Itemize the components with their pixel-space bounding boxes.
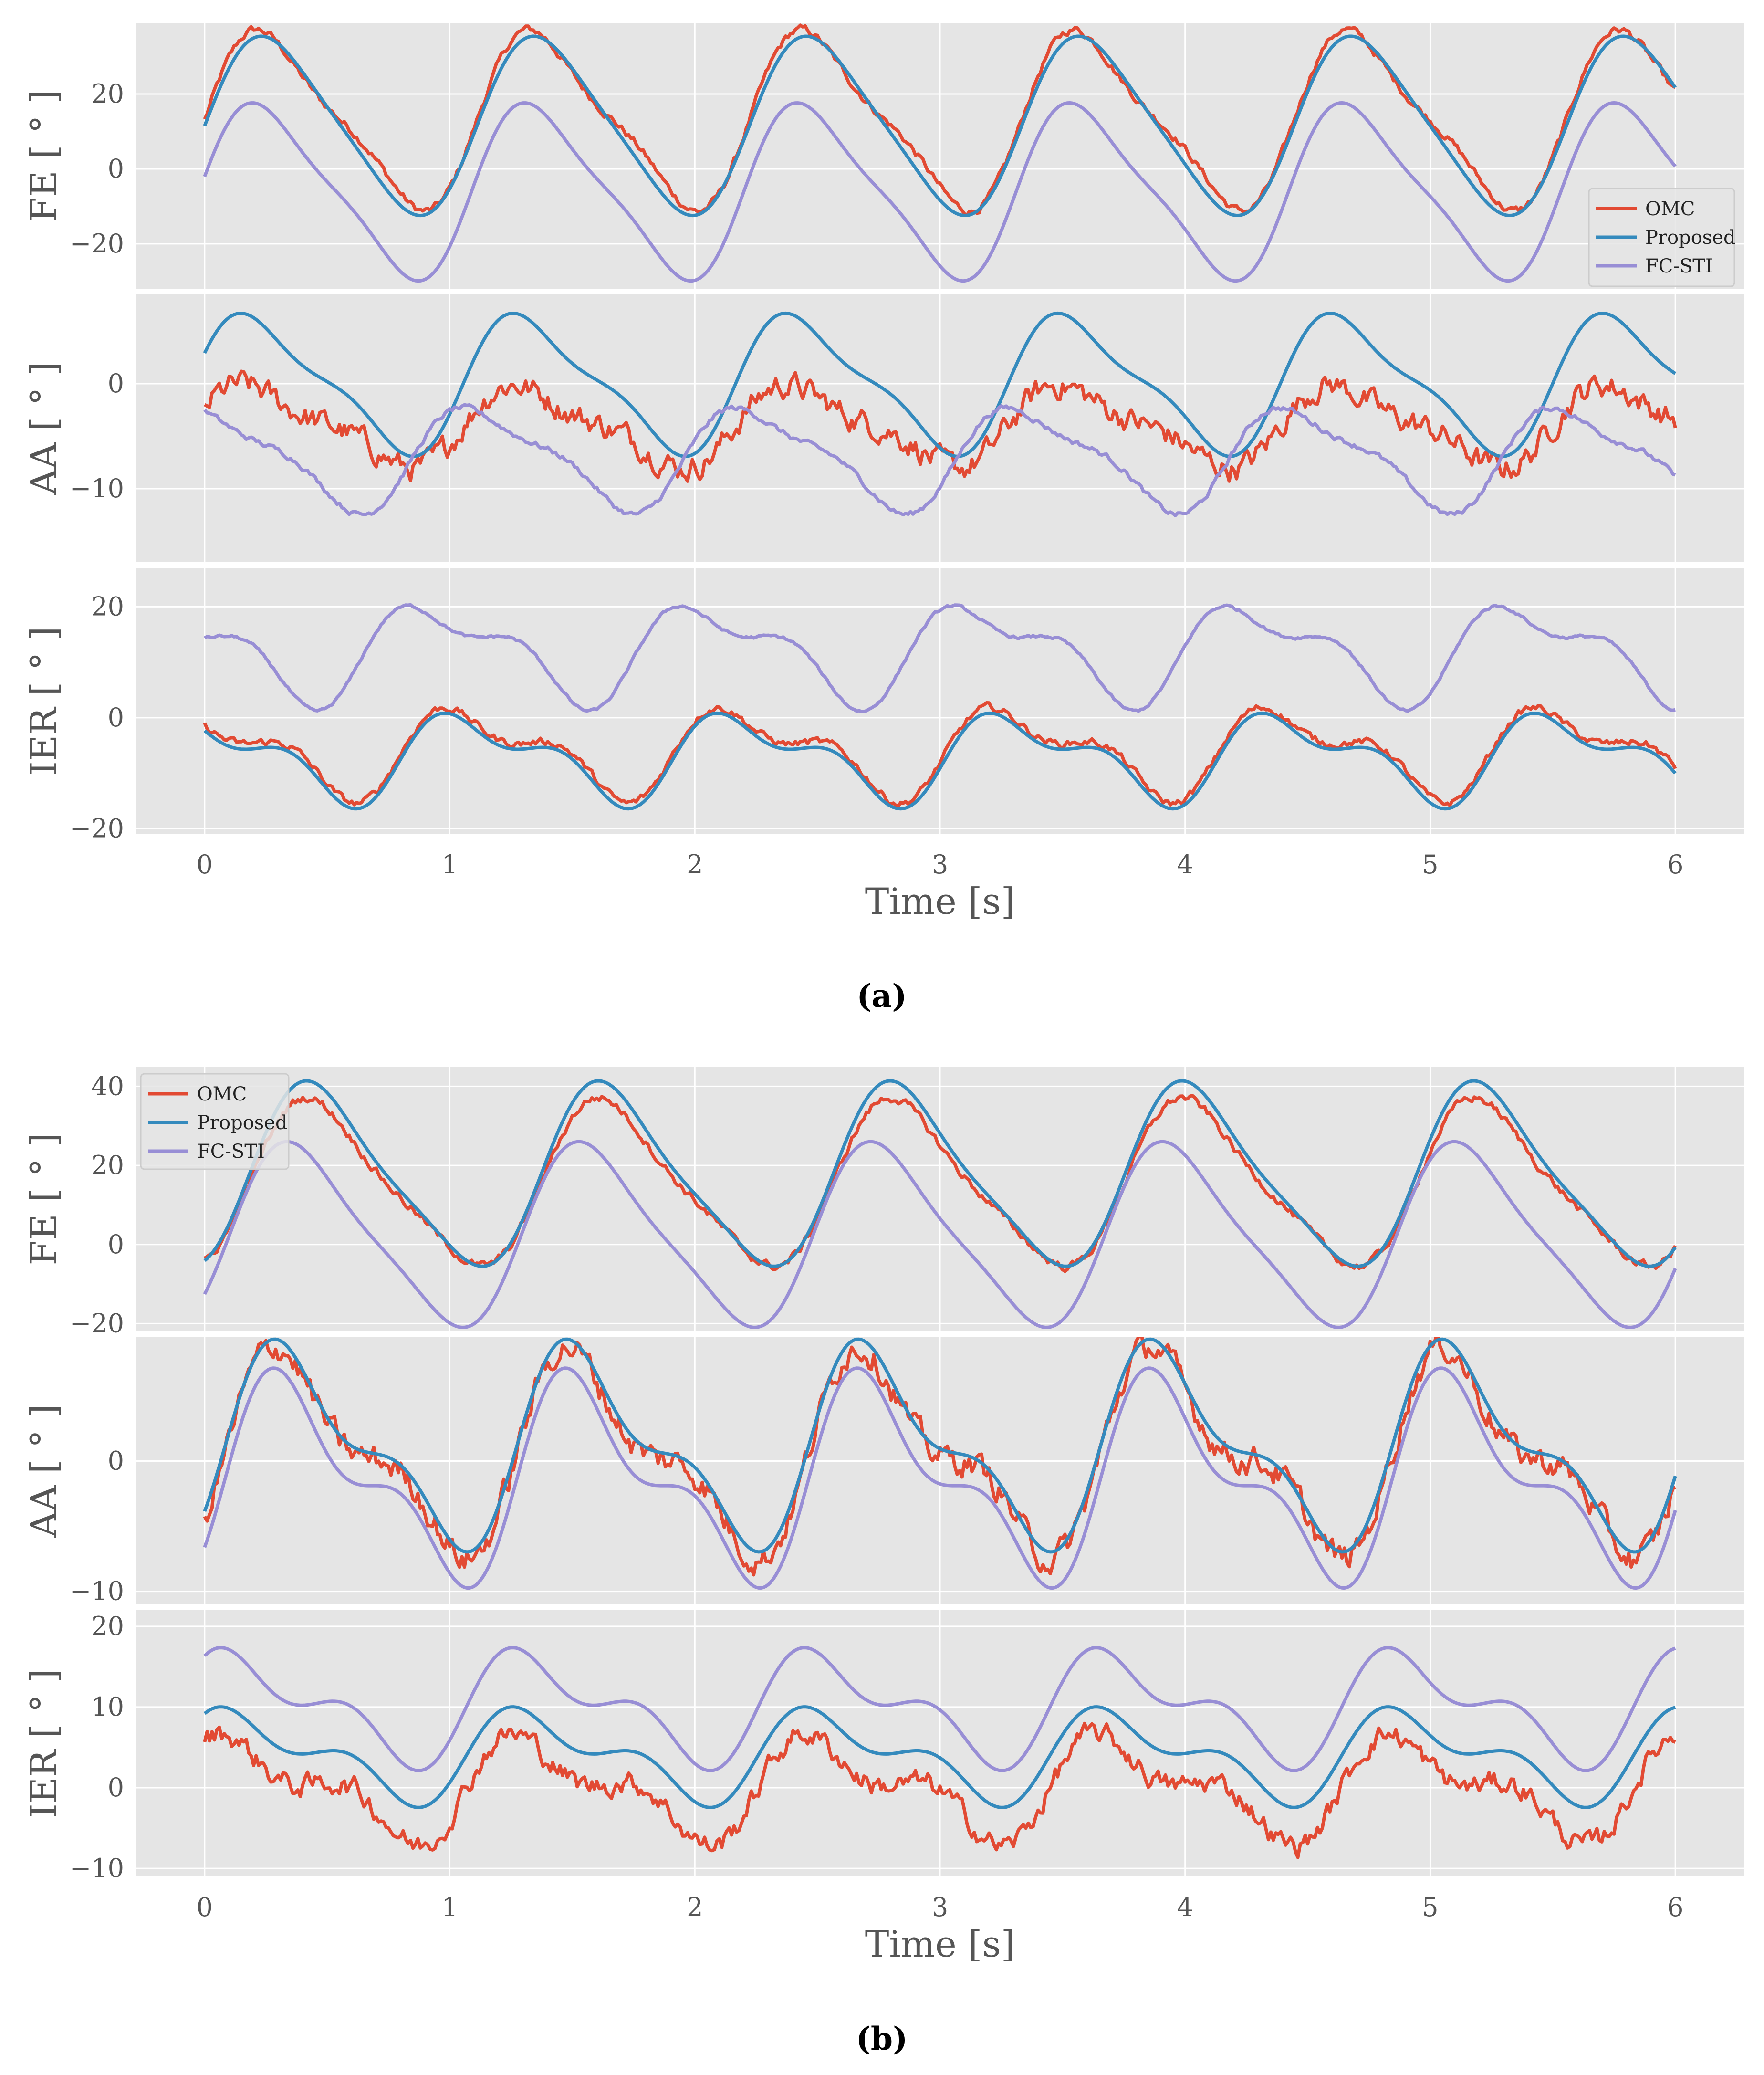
y-tick-label: 40 [91, 1071, 124, 1101]
legend-label: OMC [1645, 198, 1695, 220]
legend: OMC Proposed FC-STI [140, 1073, 290, 1170]
y-tick-label: 0 [108, 1772, 124, 1803]
subplot-aa: −10 0 AA [ ° ] [22, 1337, 1744, 1606]
y-tick-label: −20 [70, 813, 124, 843]
y-tick-label: 20 [91, 591, 124, 621]
legend-label: Proposed [1645, 227, 1736, 249]
legend-box [1588, 188, 1735, 287]
y-axis-label: IER [ ° ] [22, 1669, 65, 1818]
series-line-fc-sti [203, 1366, 1677, 1590]
figure-caption: (b) [856, 2020, 908, 2057]
subplot-ier: −10 0 10 20 IER [ ° ] [22, 1610, 1744, 1883]
series-line-proposed [203, 1705, 1676, 1809]
series-line-fc-sti [203, 101, 1677, 283]
y-tick-label: 0 [108, 1229, 124, 1259]
y-axis-label: AA [ ° ] [22, 362, 65, 496]
x-tick-label: 2 [687, 1892, 703, 1922]
y-tick-label: −20 [70, 1308, 124, 1338]
x-tick-label: 5 [1422, 1892, 1438, 1922]
legend-label: OMC [197, 1083, 247, 1105]
y-tick-label: 0 [108, 154, 124, 184]
y-tick-label: 20 [91, 1150, 124, 1180]
x-tick-label: 0 [197, 1892, 213, 1922]
x-tick-label: 6 [1667, 849, 1683, 880]
x-tick-label: 1 [441, 849, 458, 880]
series-line-proposed [203, 311, 1677, 458]
y-axis-label: FE [ ° ] [22, 90, 65, 222]
y-tick-label: −10 [70, 1853, 124, 1883]
y-tick-label: 0 [108, 368, 124, 398]
series-line-fc-sti [203, 1646, 1676, 1772]
series-line-omc [203, 1094, 1677, 1273]
legend-box [140, 1073, 290, 1170]
x-tick-label: 0 [197, 849, 213, 880]
x-tick-label: 3 [932, 849, 948, 880]
y-axis-label: AA [ ° ] [22, 1404, 65, 1538]
y-tick-label: 0 [108, 1446, 124, 1476]
x-tick-label: 1 [441, 1892, 458, 1922]
y-axis-label: FE [ ° ] [22, 1133, 65, 1266]
x-tick-label: 5 [1422, 849, 1438, 880]
figure-caption: (a) [856, 977, 907, 1015]
series-line-proposed [203, 711, 1677, 811]
x-tick-label: 4 [1177, 1892, 1193, 1922]
series-line-fc-sti [204, 603, 1676, 713]
series-line-proposed [203, 1079, 1677, 1268]
series-line-proposed [203, 34, 1677, 218]
series-line-fc-sti [203, 1140, 1677, 1329]
x-axis-label: Time [s] [865, 880, 1015, 922]
y-tick-label: −20 [70, 229, 124, 259]
y-tick-label: 20 [91, 1611, 124, 1641]
series-line-omc [204, 369, 1677, 483]
subplot-fe: −20 0 20 FE [ ° ] [22, 23, 1744, 289]
y-tick-label: 10 [91, 1692, 124, 1722]
series-line-proposed [203, 1337, 1677, 1554]
legend-label: FC-STI [197, 1141, 265, 1163]
y-axis-label: IER [ ° ] [22, 627, 65, 776]
x-tick-label: 2 [687, 849, 703, 880]
y-tick-label: −10 [70, 473, 124, 503]
y-tick-label: 0 [108, 702, 124, 733]
y-tick-label: 20 [91, 79, 124, 109]
series-line-fc-sti [203, 403, 1676, 517]
legend: OMC Proposed FC-STI [1588, 188, 1736, 287]
x-tick-label: 6 [1667, 1892, 1683, 1922]
series-line-omc [203, 701, 1677, 808]
x-axis-label: Time [s] [865, 1923, 1015, 1965]
x-tick-label: 3 [932, 1892, 948, 1922]
series-line-omc [203, 1721, 1676, 1859]
subplot-aa: −10 0 AA [ ° ] [22, 294, 1744, 562]
subplot-ier: −20 0 20 IER [ ° ] [22, 568, 1744, 843]
y-tick-label: −10 [70, 1576, 124, 1606]
legend-label: FC-STI [1645, 255, 1713, 277]
legend-label: Proposed [197, 1112, 288, 1134]
subplot-fe: −20 0 20 40 FE [ ° ] [22, 1067, 1744, 1338]
x-tick-label: 4 [1177, 849, 1193, 880]
